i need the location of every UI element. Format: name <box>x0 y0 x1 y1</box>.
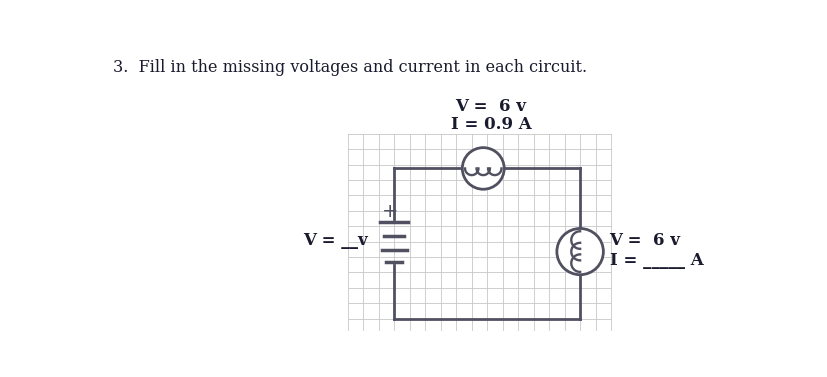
Text: 3.  Fill in the missing voltages and current in each circuit.: 3. Fill in the missing voltages and curr… <box>112 59 586 76</box>
Text: +: + <box>381 202 398 221</box>
Text: I = 0.9 A: I = 0.9 A <box>450 116 531 133</box>
Text: I = _____ A: I = _____ A <box>609 252 702 269</box>
Text: V =  6 v: V = 6 v <box>609 232 680 249</box>
Text: V = __v: V = __v <box>304 231 368 248</box>
Circle shape <box>557 228 603 275</box>
Text: V =  6 v: V = 6 v <box>455 98 526 115</box>
Circle shape <box>461 148 504 189</box>
